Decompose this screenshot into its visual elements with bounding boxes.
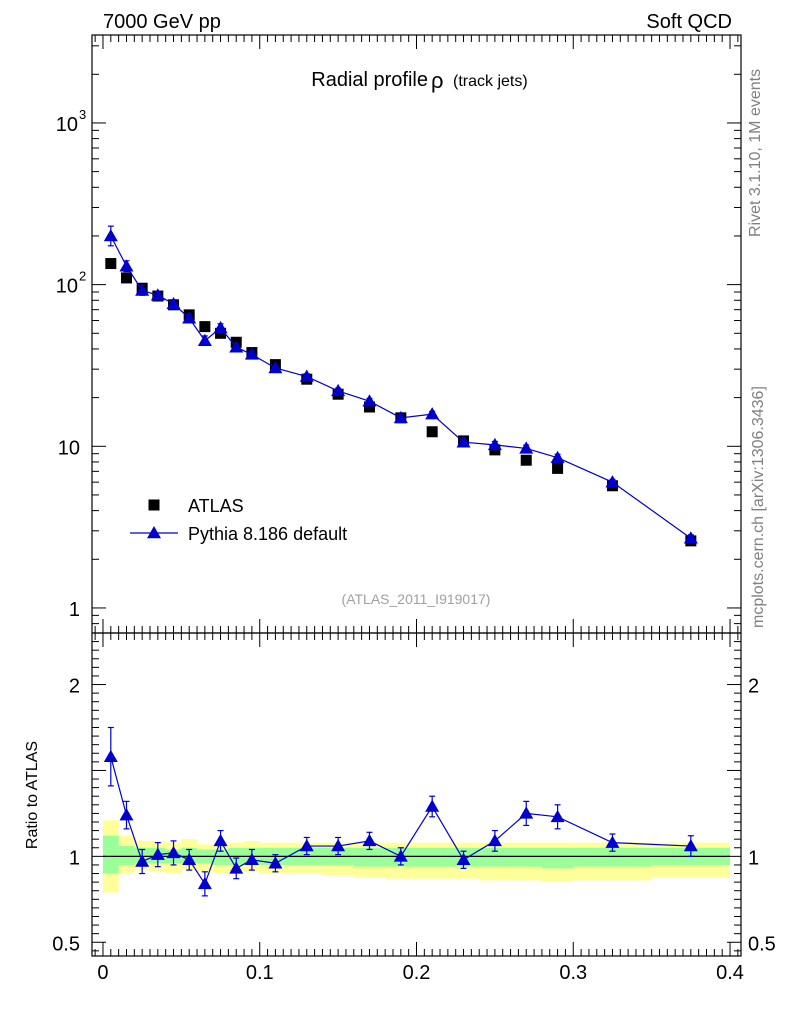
atlas-data-point [215, 327, 227, 339]
pythia-data-point [150, 288, 165, 301]
pythia-data-point [362, 394, 377, 407]
pythia-data-point [182, 311, 197, 324]
atlas-data-point [105, 258, 117, 270]
ratio-y-tick-label-left: 1 [69, 847, 80, 869]
y-tick-label-exponent: 2 [79, 269, 86, 284]
pythia-data-point [299, 369, 314, 382]
rivet-version-label: Rivet 3.1.10, 1M events [747, 69, 764, 237]
pythia-data-point [197, 333, 212, 346]
ratio-y-tick-label-right: 1 [748, 847, 759, 869]
ratio-data-point [425, 799, 440, 812]
pythia-data-point [268, 360, 283, 374]
pythia-data-point [229, 340, 244, 353]
ratio-frame [91, 632, 742, 957]
x-tick-label: 0.3 [559, 962, 587, 984]
y-tick-label: 1 [69, 599, 80, 621]
pythia-data-point [550, 450, 565, 463]
ratio-y-tick-label-left: 2 [69, 676, 80, 698]
green-band-bin [541, 847, 574, 869]
atlas-data-point [520, 454, 532, 466]
ratio-data-point [331, 839, 346, 852]
ratio-data-point [550, 809, 565, 823]
green-band-bin [479, 847, 511, 867]
pythia-data-point [605, 475, 620, 488]
green-band-bin [573, 847, 652, 867]
atlas-data-point [120, 272, 132, 284]
ratio-ylabel-group: Ratio to ATLAS [24, 741, 41, 849]
x-tick-label: 0.4 [716, 962, 744, 984]
ratio-data-point [229, 861, 244, 874]
ratio-data-point [456, 852, 471, 866]
atlas-data-point [363, 401, 375, 413]
y-tick-label: 10 [56, 276, 78, 298]
y-tick-label: 10 [58, 437, 80, 459]
green-band-bin [416, 847, 448, 867]
ratio-data-point [197, 876, 212, 890]
chart-title-symbol: ρ [431, 68, 444, 93]
y-tick-label-exponent: 3 [79, 107, 86, 122]
green-band-bin [353, 847, 386, 867]
mcplots-reference-label: mcplots.cern.ch [arXiv:1306.3436] [750, 386, 767, 628]
pythia-data-point [683, 531, 698, 544]
atlas-data-point [199, 321, 211, 333]
x-tick-label: 0.1 [246, 962, 274, 984]
ratio-data-point [135, 854, 150, 867]
chart-title: Radial profile [311, 69, 428, 91]
green-band-bin [102, 835, 119, 874]
ratio-data-point [393, 849, 408, 862]
header-right-label: Soft QCD [646, 11, 732, 33]
legend-pythia-marker [147, 526, 161, 539]
pythia-data-point [425, 407, 440, 420]
header-left-label: 7000 GeV pp [103, 11, 221, 33]
x-tick-label: 0.2 [403, 962, 431, 984]
pythia-data-point [331, 383, 346, 397]
green-band-bin [510, 847, 542, 867]
ratio-data-point [119, 808, 134, 821]
ratio-data-point [362, 833, 377, 847]
pythia-data-point [213, 320, 228, 334]
ratio-data-point [683, 839, 698, 852]
pythia-data-point [135, 283, 150, 296]
pythia-line [110, 235, 692, 539]
ratio-panel: 0.5 0.5 1 1 2 2 0 0.1 0.2 0.3 0.4 Ratio to ATLAS [24, 632, 776, 984]
legend-atlas-label: ATLAS [188, 496, 244, 516]
pythia-data-point [166, 296, 181, 310]
ratio-y-tick-label-right: 2 [748, 676, 759, 698]
pythia-data-point [119, 259, 134, 272]
ratio-data-point [150, 847, 165, 860]
ratio-ylabel: Ratio to ATLAS [24, 741, 41, 849]
green-band-bin [118, 846, 135, 865]
legend-pythia-label: Pythia 8.186 default [188, 524, 347, 544]
analysis-watermark: (ATLAS_2011_I919017) [342, 591, 491, 607]
ratio-data-point [103, 749, 118, 762]
ratio-data-point [487, 833, 502, 847]
atlas-data-point [426, 426, 438, 438]
ratio-y-tick-label-left: 0.5 [52, 933, 80, 955]
atlas-data-point [552, 462, 564, 474]
pythia-data-point [244, 347, 259, 360]
ratio-y-tick-label-right: 0.5 [748, 933, 776, 955]
pythia-data-point [487, 437, 502, 451]
x-tick-label: 0 [97, 962, 108, 984]
ratio-data-point [182, 852, 197, 866]
ratio-data-point [213, 833, 228, 847]
ratio-data-point [268, 856, 283, 869]
ratio-data-point [605, 835, 620, 848]
pythia-data-point [103, 228, 118, 242]
ratio-data-point [519, 806, 534, 819]
y-tick-label: 10 [56, 114, 78, 136]
ratio-data-point [299, 839, 314, 852]
ratio-data-point [244, 852, 259, 866]
pythia-data-point [519, 441, 534, 454]
ratio-line [110, 756, 691, 886]
pythia-data-point [456, 435, 471, 448]
legend-atlas-marker [148, 499, 160, 511]
ratio-data-point [166, 845, 181, 859]
pythia-data-point [393, 410, 408, 424]
chart-title-suffix: (track jets) [453, 73, 528, 90]
